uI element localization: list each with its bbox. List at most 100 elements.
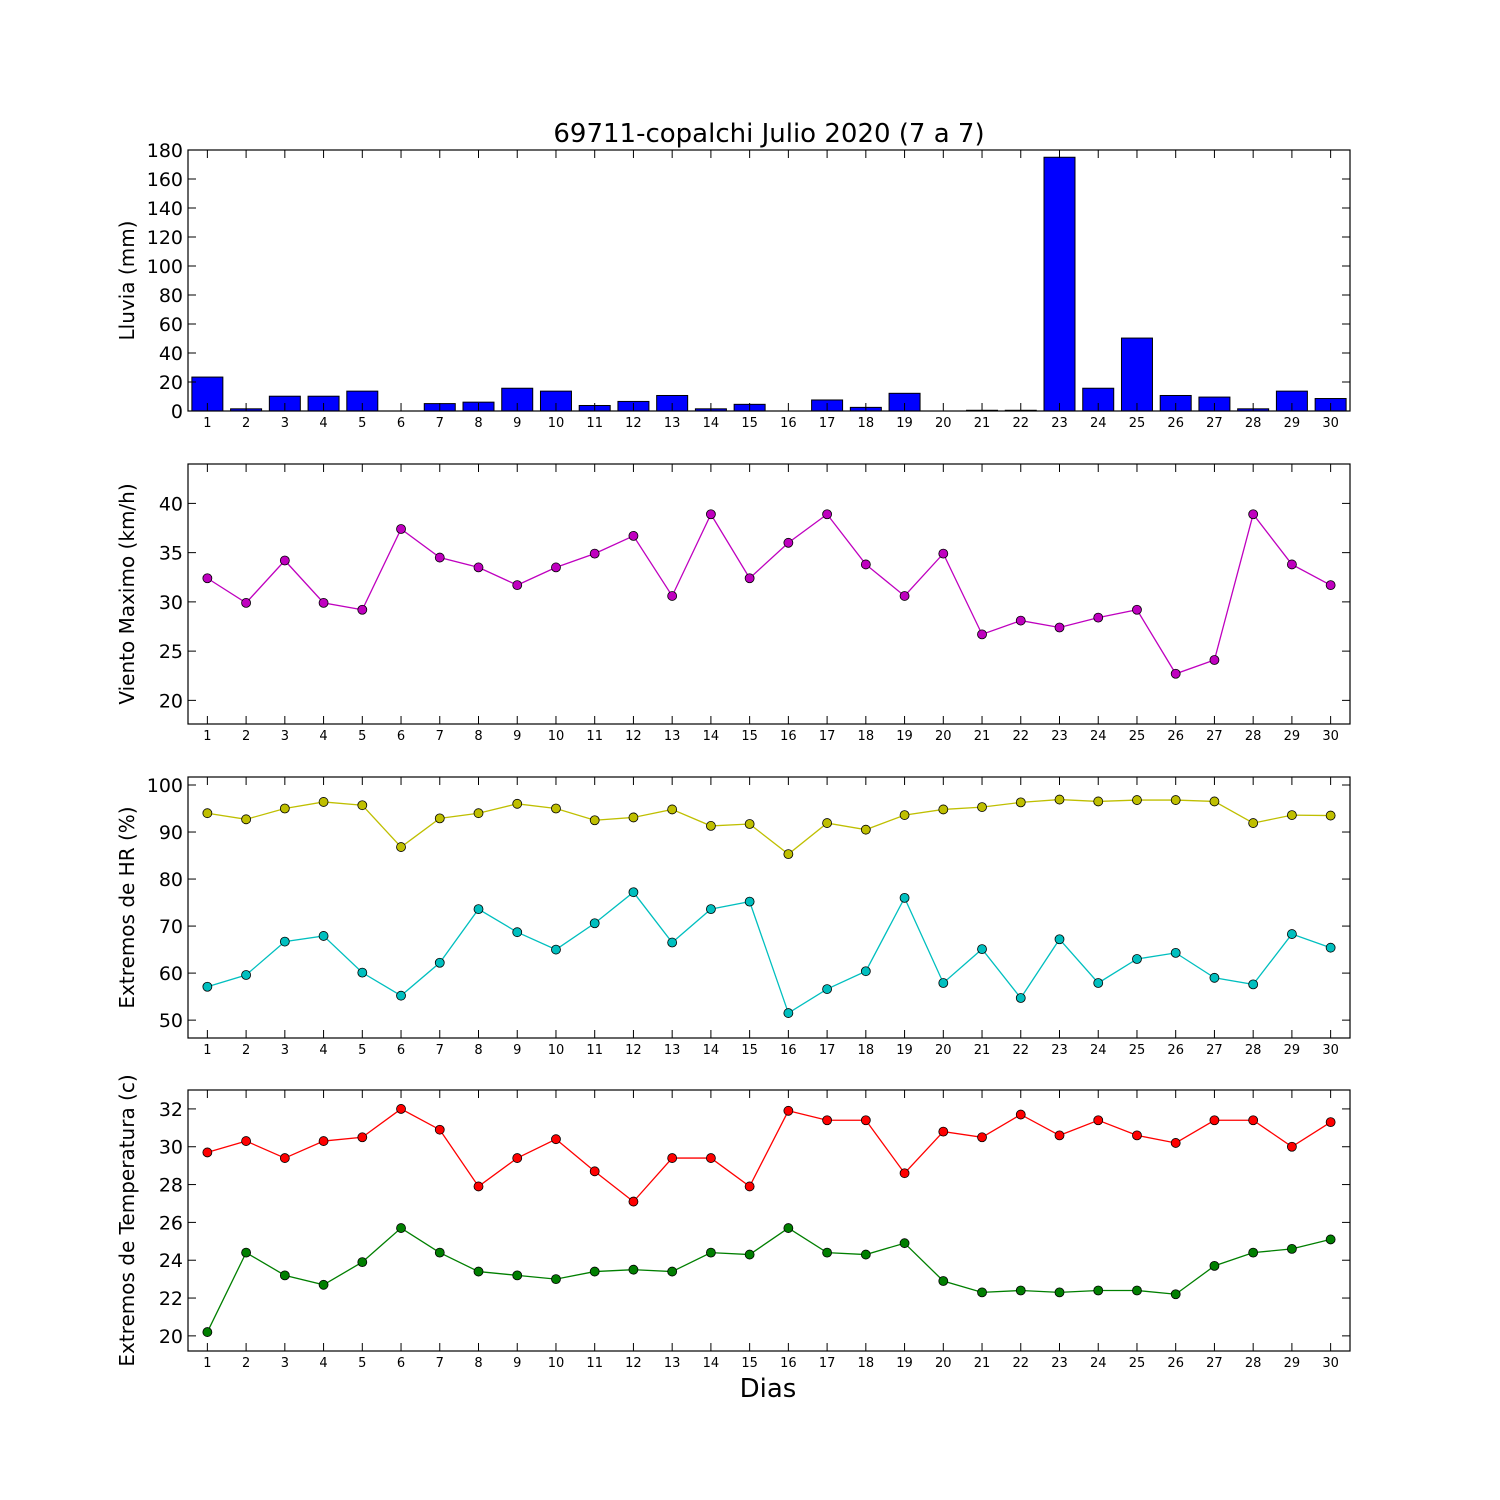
x-tick-label: 8 (474, 1356, 482, 1371)
data-point (938, 1126, 949, 1137)
x-tick-label: 28 (1245, 1043, 1262, 1058)
data-point (434, 552, 445, 563)
data-point (589, 815, 600, 826)
series-line (207, 1108, 1331, 1203)
data-point (783, 849, 794, 860)
data-point (1248, 1115, 1259, 1126)
axes-frame (187, 149, 1351, 412)
y-tick-label: 20 (159, 690, 183, 712)
y-tick-label: 30 (159, 1137, 183, 1159)
data-point (977, 629, 987, 640)
data-point (860, 559, 871, 570)
data-point (783, 1008, 794, 1018)
x-tick-label: 22 (1012, 729, 1029, 744)
x-tick-label: 20 (935, 729, 952, 744)
x-tick-label: 29 (1284, 1356, 1301, 1371)
data-point (977, 944, 987, 955)
data-point (1015, 993, 1026, 1003)
data-point (279, 1270, 290, 1281)
x-tick-label: 23 (1051, 416, 1068, 431)
x-tick-label: 20 (935, 416, 952, 431)
data-point (202, 1147, 213, 1158)
data-point (1170, 1138, 1181, 1148)
data-point (860, 824, 871, 835)
data-point (938, 548, 949, 559)
x-tick-label: 5 (358, 416, 366, 431)
data-point (1054, 934, 1065, 945)
data-point (1287, 1141, 1297, 1152)
x-tick-label: 2 (242, 729, 250, 744)
data-point (1093, 978, 1104, 988)
data-point (551, 562, 561, 573)
x-tick-label: 25 (1129, 416, 1146, 431)
x-tick-label: 10 (548, 729, 565, 744)
data-point (744, 1181, 755, 1192)
x-tick-label: 19 (896, 729, 913, 744)
y-tick-label: 80 (159, 285, 183, 307)
y-tick-label: 40 (159, 343, 183, 365)
data-point (628, 812, 639, 823)
data-point (822, 984, 832, 994)
data-point (473, 904, 484, 915)
x-tick-label: 6 (397, 416, 405, 431)
data-point (938, 1276, 949, 1286)
x-tick-label: 19 (896, 1043, 913, 1058)
data-point (357, 800, 368, 811)
data-point (279, 1153, 290, 1163)
data-point (551, 944, 561, 955)
data-point (589, 918, 600, 929)
y-tick-label: 32 (159, 1099, 183, 1121)
data-point (1015, 615, 1026, 626)
data-point (977, 1287, 987, 1298)
x-tick-label: 30 (1322, 1043, 1339, 1058)
chart-title: 69711-copalchi Julio 2020 (7 a 7) (553, 119, 984, 149)
data-point (1054, 1287, 1065, 1298)
data-point (318, 931, 329, 941)
data-point (1209, 1260, 1220, 1271)
data-point (1015, 1109, 1026, 1120)
x-tick-label: 3 (281, 416, 289, 431)
data-point (822, 509, 832, 520)
data-point (822, 818, 832, 828)
data-point (318, 1279, 329, 1290)
data-point (744, 896, 755, 907)
data-point (899, 591, 910, 601)
x-tick-label: 20 (935, 1356, 952, 1371)
x-tick-label: 26 (1167, 729, 1184, 744)
x-tick-label: 10 (548, 1043, 565, 1058)
y-tick-label: 140 (147, 198, 183, 220)
x-tick-label: 25 (1129, 1356, 1146, 1371)
data-point (628, 530, 639, 541)
x-axis-label: Dias (740, 1374, 797, 1404)
x-tick-label: 24 (1090, 416, 1107, 431)
data-point (396, 1104, 406, 1114)
data-point (1093, 796, 1104, 807)
data-point (706, 1153, 716, 1163)
x-tick-label: 22 (1012, 1043, 1029, 1058)
x-tick-label: 20 (935, 1043, 952, 1058)
y-tick-label: 28 (159, 1175, 183, 1197)
x-tick-label: 11 (586, 416, 603, 431)
data-point (899, 1238, 910, 1249)
data-point (667, 1266, 678, 1277)
data-point (667, 937, 678, 948)
x-tick-label: 21 (974, 416, 991, 431)
x-tick-label: 22 (1012, 1356, 1029, 1371)
data-point (357, 967, 368, 978)
x-tick-label: 9 (513, 1356, 521, 1371)
x-tick-label: 12 (625, 416, 642, 431)
data-point (938, 804, 949, 815)
data-point (1287, 1243, 1297, 1254)
data-point (1287, 559, 1297, 570)
data-point (667, 804, 678, 815)
data-point (1093, 612, 1104, 623)
x-tick-label: 19 (896, 416, 913, 431)
data-point (241, 814, 252, 825)
x-tick-label: 13 (664, 416, 681, 431)
y-tick-label: 160 (147, 169, 183, 191)
x-tick-label: 24 (1090, 1356, 1107, 1371)
x-tick-label: 17 (819, 1356, 836, 1371)
